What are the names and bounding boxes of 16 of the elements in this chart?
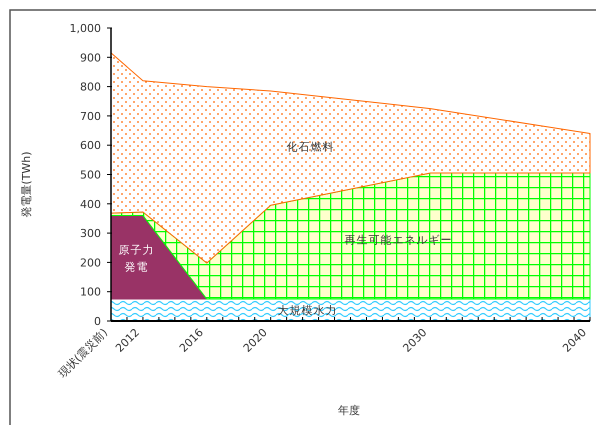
y-tick-label: 200 [80,256,101,270]
y-tick-label: 600 [80,139,101,152]
y-tick-label: 800 [80,80,101,94]
x-tick-label: 現状(震災前) [56,326,110,380]
y-tick-label: 400 [80,198,101,211]
series-label: 原子力発電 [118,243,155,274]
y-tick-label: 700 [80,110,101,123]
y-tick-label: 100 [80,286,101,299]
y-tick-label: 300 [80,227,101,240]
y-tick-label: 900 [80,51,101,64]
x-axis-title: 年度 [338,404,360,417]
y-tick-label: 0 [94,315,101,328]
y-axis-title: 発電量(TWh) [20,151,33,218]
y-tick-label: 1,000 [70,22,101,35]
series-label: 化石燃料 [286,140,335,154]
y-tick-label: 500 [80,168,101,182]
